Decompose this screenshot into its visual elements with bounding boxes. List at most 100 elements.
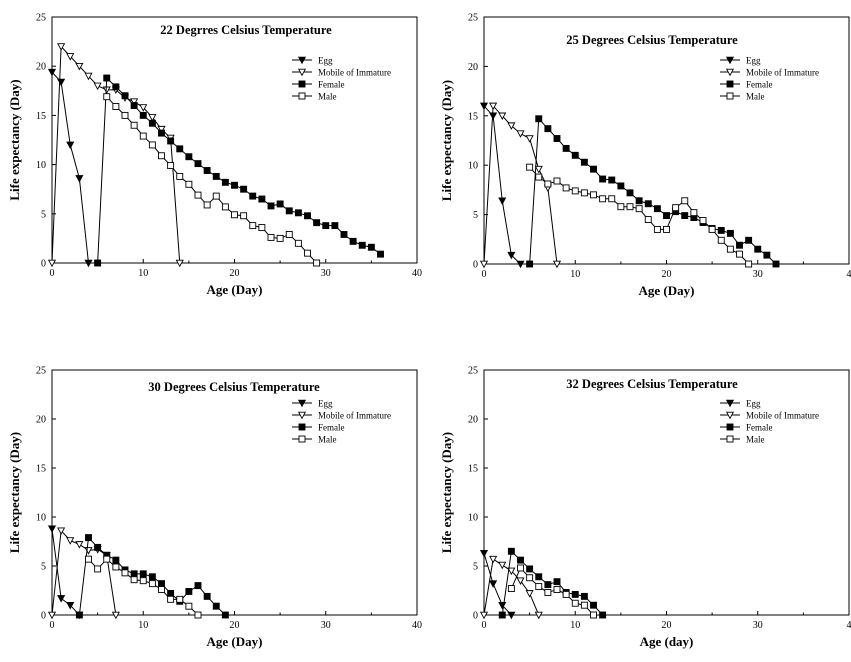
- x-axis-label: Age (Day): [207, 282, 263, 297]
- data-point: [194, 160, 202, 168]
- data-point: [479, 102, 489, 111]
- data-point: [194, 611, 202, 619]
- data-point: [571, 590, 579, 598]
- data-point: [75, 611, 83, 619]
- data-point: [340, 231, 348, 238]
- chart-panel-3: 0 5 10 15 20 25 0 10 20 30 40 Age (Day) Life expecta…: [7, 366, 422, 650]
- x-tick-label: 40: [412, 620, 422, 631]
- data-point: [258, 224, 266, 232]
- chart-panel-2: 0 5 10 15 20 25 0 10 20 30 4 Age (Day) Life expectan…: [439, 13, 851, 299]
- series-egg: [47, 525, 84, 620]
- legend-label: Egg: [318, 399, 333, 409]
- data-point: [717, 236, 725, 244]
- legend: Egg Mobile of Immature Female Male: [720, 399, 819, 445]
- legend-marker: [297, 68, 307, 77]
- legend-marker: [297, 411, 307, 420]
- data-point: [294, 209, 302, 217]
- data-point: [626, 189, 634, 197]
- data-point: [322, 222, 330, 230]
- data-point: [507, 122, 516, 130]
- data-point: [489, 555, 498, 564]
- data-point: [47, 259, 57, 268]
- data-point: [745, 236, 753, 244]
- chart-title: 25 Degrees Celsius Temperature: [566, 33, 738, 47]
- data-point: [203, 167, 211, 174]
- data-point: [534, 611, 543, 620]
- series-line: [88, 558, 199, 616]
- legend-marker: [726, 423, 734, 431]
- data-point: [112, 556, 120, 564]
- data-point: [736, 241, 743, 249]
- plot-frame: [51, 369, 418, 616]
- data-point: [599, 611, 607, 619]
- y-axis-label: Life expectancy (Day): [7, 79, 22, 200]
- y-tick-label: 20: [36, 62, 46, 73]
- data-point: [130, 102, 138, 110]
- data-point: [66, 53, 75, 61]
- series-line: [529, 117, 777, 265]
- data-point: [479, 611, 489, 620]
- y-tick-label: 25: [468, 13, 478, 24]
- data-point: [112, 563, 120, 571]
- data-point: [726, 245, 734, 253]
- legend: Egg Mobile of Immature Female Male: [292, 56, 391, 102]
- x-tick-label: 20: [230, 268, 240, 279]
- series-female: [94, 74, 384, 267]
- data-point: [158, 129, 165, 137]
- data-point: [66, 537, 75, 545]
- data-point: [157, 125, 166, 134]
- data-point: [112, 83, 120, 91]
- data-point: [562, 184, 570, 192]
- data-point: [553, 586, 561, 593]
- legend-label: Egg: [746, 56, 761, 66]
- legend-marker: [298, 80, 306, 88]
- series-egg: [47, 68, 93, 268]
- legend-label: Male: [318, 92, 337, 102]
- data-point: [158, 152, 165, 160]
- series-female: [526, 115, 780, 268]
- data-point: [66, 141, 75, 150]
- y-tick-label: 5: [473, 562, 478, 573]
- x-tick-label: 30: [321, 268, 331, 279]
- data-point: [240, 212, 248, 220]
- data-point: [139, 132, 147, 140]
- x-tick-label: 0: [50, 620, 55, 631]
- series-line: [483, 105, 521, 265]
- series-male: [507, 564, 597, 619]
- chart-panel-1: 0 5 10 15 20 25 0 10 20 30 40 Age (Day) Life expecta…: [7, 13, 422, 298]
- data-point: [358, 241, 366, 249]
- data-point: [212, 192, 220, 200]
- data-point: [240, 185, 248, 193]
- data-point: [221, 203, 229, 211]
- data-point: [681, 212, 689, 220]
- y-tick-label: 15: [36, 464, 46, 475]
- legend-label: Mobile of Immature: [318, 411, 391, 421]
- data-point: [507, 547, 515, 555]
- data-point: [331, 222, 339, 230]
- data-point: [112, 103, 120, 110]
- legend-label: Female: [318, 80, 345, 90]
- data-point: [608, 176, 616, 184]
- data-point: [562, 144, 570, 152]
- y-tick-label: 0: [473, 611, 478, 622]
- data-point: [489, 580, 498, 588]
- legend-marker: [297, 56, 307, 65]
- data-point: [526, 574, 534, 582]
- series-line: [51, 528, 80, 616]
- legend-marker: [726, 80, 734, 88]
- y-tick-label: 25: [468, 366, 478, 377]
- data-point: [644, 216, 652, 223]
- data-point: [635, 205, 643, 213]
- chart-panel-4: 0 5 10 15 20 25 0 10 20 30 4 Age (day) Life expectan…: [439, 366, 851, 650]
- data-point: [535, 573, 543, 581]
- data-point: [158, 586, 165, 593]
- y-tick-label: 25: [36, 13, 46, 24]
- data-point: [535, 583, 543, 591]
- data-point: [103, 74, 111, 82]
- data-point: [304, 212, 311, 220]
- series-egg: [479, 102, 525, 269]
- data-point: [526, 260, 534, 268]
- series-line: [483, 553, 512, 616]
- data-point: [167, 589, 175, 597]
- legend-marker: [298, 423, 306, 431]
